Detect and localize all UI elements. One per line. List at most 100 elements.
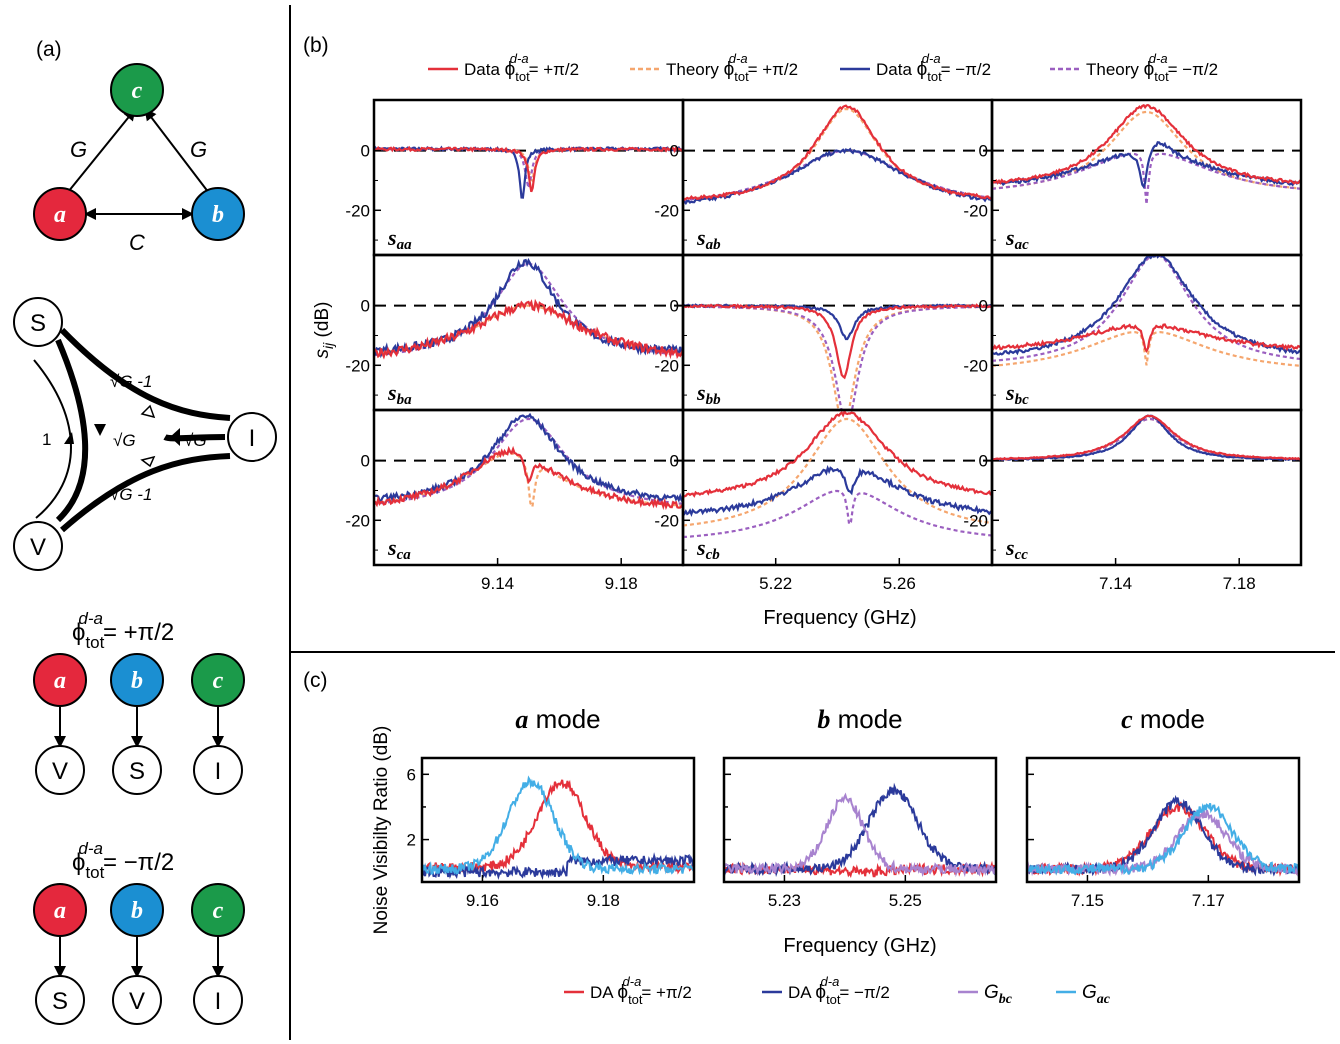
frame-sab (681, 98, 994, 257)
arrow-sqrt-g-left (94, 424, 106, 436)
map-node-a (33, 653, 87, 707)
noise-frame-b (722, 756, 998, 884)
legend-b-eq-3: = −π/2 (1168, 60, 1219, 79)
subplot-label-main-sbc: s (1005, 380, 1015, 405)
noise-series-a-1 (422, 852, 694, 881)
subplot-label-main-sab: s (696, 225, 706, 250)
legend-c-entry-0: DA ϕtot d-a= +π/2 (590, 974, 692, 1007)
mode-graph: G G C c a b (33, 63, 245, 255)
mapping-minus-sup: d-a (78, 839, 103, 858)
series-sca-3 (374, 417, 683, 505)
legend-b-entry-0: Data ϕtot d-a= +π/2 (464, 51, 579, 84)
mapping-plus-sup: d-a (78, 609, 103, 628)
noise-xtick-label-a-0: 9.16 (466, 891, 499, 910)
amp-label-one: 1 (42, 430, 51, 449)
legend-b-sub-2: tot (927, 69, 942, 84)
edge-s-i (59, 327, 231, 421)
ytick-label-sbb-1: -20 (654, 356, 679, 375)
mapping-plus-phi: ϕ (72, 619, 85, 646)
map-node-b (110, 883, 164, 937)
map-node-a (33, 883, 87, 937)
mapping-plus: a Vb Sc I (33, 653, 245, 795)
map-port-label-i: I (215, 758, 222, 785)
map-node-b (110, 653, 164, 707)
mapping-minus-sub: tot (85, 863, 104, 882)
legend-b-sup-3: d-a (1149, 51, 1168, 66)
series-sab-0 (683, 104, 992, 202)
mapping-minus: a Sb Vc I (33, 883, 245, 1025)
map-port-s (35, 975, 85, 1025)
map-node-c (191, 883, 245, 937)
noise-series-c-3 (1027, 803, 1299, 876)
ytick-label-scb-0: 0 (670, 452, 679, 471)
legend-b-prefix-1: Theory (666, 60, 724, 79)
panel-b-ylabel-sub: ij (320, 342, 336, 349)
arrow-sqrt-g-right (170, 428, 180, 446)
noise-title-c: c mode (1121, 704, 1205, 734)
svg-text:ϕtotd-a= +π/2: ϕtot d-a= +π/2 (72, 609, 174, 652)
noise-title-text-a: mode (528, 704, 600, 734)
series-sbc-3 (992, 255, 1301, 362)
legend-b-prefix-2: Data (876, 60, 917, 79)
ytick-label-scc-1: -20 (963, 511, 988, 530)
node-c: c (110, 63, 164, 117)
map-node-c (191, 653, 245, 707)
legend-b-phi-3: ϕ (1144, 59, 1155, 80)
edge-label-ac: G (70, 137, 87, 162)
legend-c-phi-1: ϕ (815, 982, 826, 1003)
amp-label-sqrt-g-left: √G (113, 431, 136, 450)
legend-b-phi-0: ϕ (505, 59, 516, 80)
arrow-open-top (140, 404, 156, 419)
noise-title-a: a mode (515, 704, 600, 734)
ytick-label-sab-0: 0 (670, 142, 679, 161)
panel-b-xlabel: Frequency (GHz) (763, 607, 916, 629)
legend-c-sup-1: d-a (821, 974, 840, 989)
noise-xtick-label-b-0: 5.23 (768, 891, 801, 910)
subplot-sba: sba 0 -20 (345, 253, 685, 412)
node-a: a (33, 187, 87, 241)
legend-b-eq-2: = −π/2 (941, 60, 992, 79)
subplot-label-main-scb: s (696, 535, 706, 560)
subplot-label-main-sba: s (387, 380, 397, 405)
ytick-label-saa-0: 0 (361, 142, 370, 161)
frame-sbb (681, 253, 994, 412)
subplot-label-main-sbb: s (696, 380, 706, 405)
legend-b-prefix-0: Data (464, 60, 505, 79)
subplot-label-sub-sbb: bb (706, 392, 722, 408)
series-sbc-2 (992, 255, 1301, 356)
amplifier-graph: 1 √G -1 √G √G √G -1 S V I (13, 297, 277, 571)
frame-scc (990, 408, 1303, 567)
ytick-label-sba-0: 0 (361, 297, 370, 316)
subplot-label-main-sca: s (387, 535, 397, 560)
series-sbb-3 (683, 305, 992, 410)
series-sbb-1 (683, 305, 992, 410)
map-port-label-i: I (215, 988, 222, 1015)
node-a-label: a (54, 202, 66, 228)
legend-b-sub-3: tot (1154, 69, 1169, 84)
map-node-label-a: a (54, 668, 66, 694)
noise-series-b-2 (724, 792, 996, 878)
map-port-label-v: V (129, 988, 145, 1015)
legend-panel-c: DA ϕtotd-a= +π/2 DA ϕtotd-a= −π/2 Gbc Gac (564, 974, 1111, 1007)
map-port-s (112, 745, 162, 795)
edge-v-i (60, 453, 231, 533)
map-port-v (35, 745, 85, 795)
series-scc-2 (992, 414, 1301, 462)
noise-xtick-label-a-1: 9.18 (587, 891, 620, 910)
subplot-saa: saa 0 -20 (345, 98, 685, 257)
noise-xtick-label-c-0: 7.15 (1071, 891, 1104, 910)
legend-b-sub-0: tot (515, 69, 530, 84)
map-node-label-b: b (131, 668, 143, 694)
legend-b-phi-1: ϕ (724, 59, 735, 80)
subplot-label-scb: scb (696, 535, 720, 563)
noise-title-mode-a: a (515, 705, 528, 734)
ytick-label-saa-1: -20 (345, 201, 370, 220)
mapping-minus-eq: = −π/2 (103, 849, 174, 876)
panel-label-b: (b) (303, 34, 329, 57)
mapping-minus-heading: ϕtot d-a= −π/2 (72, 839, 174, 882)
legend-panel-b: Data ϕtotd-a= +π/2 Theory ϕtotd-a= +π/2 Da… (428, 51, 1218, 84)
subplot-sbb: sbb 0 -20 (654, 253, 994, 412)
node-v: V (13, 521, 63, 571)
ytick-label-sca-0: 0 (361, 452, 370, 471)
noise-title-text-b: mode (830, 704, 902, 734)
